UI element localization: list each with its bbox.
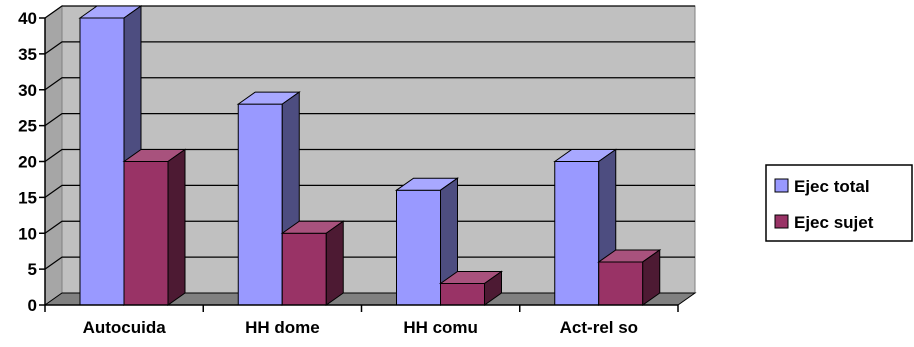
legend-frame [765, 164, 913, 242]
bars [78, 5, 662, 306]
gridline [44, 220, 695, 234]
legend-label-ejec-sujet: Ejec sujet [794, 213, 874, 232]
y-tick-label: 30 [18, 81, 37, 100]
y-tick-label: 15 [18, 188, 37, 207]
legend-swatch-ejec-total [774, 178, 789, 193]
x-tick-label-hh-comu: HH comu [403, 318, 478, 337]
y-tick-label: 10 [18, 224, 37, 243]
bar-ejec-sujet-hh-comu [438, 270, 504, 306]
y-tick-label: 5 [28, 260, 37, 279]
legend: Ejec total Ejec sujet [765, 164, 913, 242]
x-tick-labels: Autocuida HH dome HH comu Act-rel so [83, 318, 639, 337]
y-tick-label: 20 [18, 153, 37, 172]
bar-ejec-sujet-hh-dome [280, 220, 345, 306]
legend-label-ejec-total: Ejec total [794, 177, 870, 196]
x-tick-label-hh-dome: HH dome [245, 318, 320, 337]
bar-ejec-sujet-autocuida [122, 148, 187, 306]
y-tick-label: 0 [28, 296, 37, 315]
x-tick-label-act-rel-so: Act-rel so [560, 318, 638, 337]
gridline [44, 256, 695, 270]
gridline [44, 148, 695, 162]
bar-ejec-total-hh-comu [394, 177, 460, 306]
gridline [44, 41, 695, 55]
gridline [44, 184, 695, 198]
legend-swatch-ejec-sujet [774, 214, 789, 229]
gridline [44, 113, 695, 127]
y-tick-label: 25 [18, 117, 37, 136]
gridline [44, 5, 695, 19]
bar-ejec-total-act-rel-so [553, 148, 618, 306]
bar-ejec-sujet-act-rel-so [597, 248, 662, 306]
gridlines [44, 5, 695, 270]
x-tick-label-autocuida: Autocuida [83, 318, 167, 337]
y-tick-label: 40 [18, 9, 37, 28]
y-tick-labels: 0 5 10 15 20 25 30 35 40 [18, 9, 37, 315]
gridline [44, 77, 695, 91]
y-tick-label: 35 [18, 45, 37, 64]
axes [39, 17, 679, 312]
